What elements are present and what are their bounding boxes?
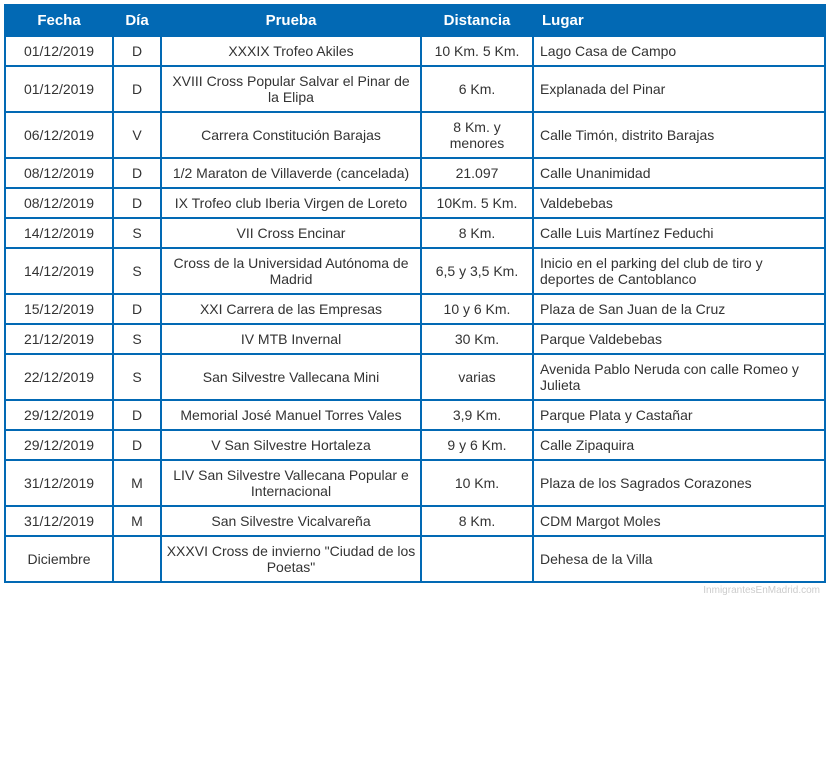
cell-distancia [421, 536, 533, 582]
table-body: 01/12/2019DXXXIX Trofeo Akiles10 Km. 5 K… [5, 36, 825, 582]
cell-dia: S [113, 354, 161, 400]
cell-dia: D [113, 158, 161, 188]
cell-fecha: 15/12/2019 [5, 294, 113, 324]
cell-dia: S [113, 324, 161, 354]
cell-dia: D [113, 294, 161, 324]
cell-prueba: IV MTB Invernal [161, 324, 421, 354]
cell-dia: S [113, 218, 161, 248]
cell-lugar: Explanada del Pinar [533, 66, 825, 112]
cell-distancia: 10 Km. 5 Km. [421, 36, 533, 66]
cell-fecha: 06/12/2019 [5, 112, 113, 158]
cell-lugar: Inicio en el parking del club de tiro y … [533, 248, 825, 294]
cell-prueba: LIV San Silvestre Vallecana Popular e In… [161, 460, 421, 506]
cell-dia: D [113, 430, 161, 460]
table-row: 01/12/2019DXXXIX Trofeo Akiles10 Km. 5 K… [5, 36, 825, 66]
cell-fecha: 01/12/2019 [5, 36, 113, 66]
cell-dia: M [113, 506, 161, 536]
cell-prueba: V San Silvestre Hortaleza [161, 430, 421, 460]
cell-distancia: 30 Km. [421, 324, 533, 354]
cell-distancia: 9 y 6 Km. [421, 430, 533, 460]
header-lugar: Lugar [533, 5, 825, 36]
table-row: 08/12/2019DIX Trofeo club Iberia Virgen … [5, 188, 825, 218]
table-row: 14/12/2019SCross de la Universidad Autón… [5, 248, 825, 294]
cell-distancia: 10Km. 5 Km. [421, 188, 533, 218]
table-row: 22/12/2019SSan Silvestre Vallecana Miniv… [5, 354, 825, 400]
cell-distancia: 6 Km. [421, 66, 533, 112]
cell-lugar: Calle Luis Martínez Feduchi [533, 218, 825, 248]
cell-fecha: 22/12/2019 [5, 354, 113, 400]
cell-prueba: IX Trofeo club Iberia Virgen de Loreto [161, 188, 421, 218]
cell-fecha: 14/12/2019 [5, 248, 113, 294]
cell-lugar: CDM Margot Moles [533, 506, 825, 536]
cell-fecha: 29/12/2019 [5, 400, 113, 430]
cell-prueba: 1/2 Maraton de Villaverde (cancelada) [161, 158, 421, 188]
cell-prueba: Memorial José Manuel Torres Vales [161, 400, 421, 430]
cell-lugar: Calle Unanimidad [533, 158, 825, 188]
cell-dia: D [113, 188, 161, 218]
cell-fecha: 29/12/2019 [5, 430, 113, 460]
cell-fecha: 08/12/2019 [5, 188, 113, 218]
table-row: 29/12/2019DV San Silvestre Hortaleza9 y … [5, 430, 825, 460]
cell-distancia: 21.097 [421, 158, 533, 188]
cell-dia: M [113, 460, 161, 506]
cell-dia: S [113, 248, 161, 294]
cell-dia: D [113, 66, 161, 112]
cell-distancia: 8 Km. y menores [421, 112, 533, 158]
cell-distancia: 8 Km. [421, 506, 533, 536]
cell-dia: D [113, 36, 161, 66]
cell-prueba: Cross de la Universidad Autónoma de Madr… [161, 248, 421, 294]
cell-fecha: 31/12/2019 [5, 506, 113, 536]
cell-fecha: Diciembre [5, 536, 113, 582]
cell-distancia: 10 y 6 Km. [421, 294, 533, 324]
cell-prueba: Carrera Constitución Barajas [161, 112, 421, 158]
table-row: 21/12/2019SIV MTB Invernal30 Km.Parque V… [5, 324, 825, 354]
header-dia: Día [113, 5, 161, 36]
cell-lugar: Lago Casa de Campo [533, 36, 825, 66]
cell-distancia: 3,9 Km. [421, 400, 533, 430]
header-row: Fecha Día Prueba Distancia Lugar [5, 5, 825, 36]
cell-distancia: 8 Km. [421, 218, 533, 248]
cell-fecha: 31/12/2019 [5, 460, 113, 506]
cell-lugar: Plaza de los Sagrados Corazones [533, 460, 825, 506]
cell-lugar: Avenida Pablo Neruda con calle Romeo y J… [533, 354, 825, 400]
cell-distancia: varias [421, 354, 533, 400]
cell-lugar: Valdebebas [533, 188, 825, 218]
cell-prueba: San Silvestre Vallecana Mini [161, 354, 421, 400]
cell-prueba: XVIII Cross Popular Salvar el Pinar de l… [161, 66, 421, 112]
cell-dia: V [113, 112, 161, 158]
header-fecha: Fecha [5, 5, 113, 36]
cell-fecha: 08/12/2019 [5, 158, 113, 188]
cell-prueba: XXXVI Cross de invierno "Ciudad de los P… [161, 536, 421, 582]
cell-lugar: Parque Valdebebas [533, 324, 825, 354]
table-row: 15/12/2019DXXI Carrera de las Empresas10… [5, 294, 825, 324]
table-row: 01/12/2019DXVIII Cross Popular Salvar el… [5, 66, 825, 112]
table-row: 14/12/2019SVII Cross Encinar8 Km.Calle L… [5, 218, 825, 248]
table-row: 31/12/2019MLIV San Silvestre Vallecana P… [5, 460, 825, 506]
races-table: Fecha Día Prueba Distancia Lugar 01/12/2… [4, 4, 826, 583]
cell-lugar: Plaza de San Juan de la Cruz [533, 294, 825, 324]
cell-dia: D [113, 400, 161, 430]
cell-lugar: Calle Zipaquira [533, 430, 825, 460]
cell-lugar: Calle Timón, distrito Barajas [533, 112, 825, 158]
header-distancia: Distancia [421, 5, 533, 36]
table-row: 06/12/2019VCarrera Constitución Barajas8… [5, 112, 825, 158]
cell-fecha: 21/12/2019 [5, 324, 113, 354]
cell-prueba: XXI Carrera de las Empresas [161, 294, 421, 324]
cell-prueba: XXXIX Trofeo Akiles [161, 36, 421, 66]
cell-lugar: Parque Plata y Castañar [533, 400, 825, 430]
table-row: 29/12/2019DMemorial José Manuel Torres V… [5, 400, 825, 430]
cell-prueba: VII Cross Encinar [161, 218, 421, 248]
cell-fecha: 14/12/2019 [5, 218, 113, 248]
watermark: InmigrantesEnMadrid.com [703, 585, 820, 596]
header-prueba: Prueba [161, 5, 421, 36]
cell-distancia: 6,5 y 3,5 Km. [421, 248, 533, 294]
table-row: 08/12/2019D1/2 Maraton de Villaverde (ca… [5, 158, 825, 188]
table-row: 31/12/2019MSan Silvestre Vicalvareña8 Km… [5, 506, 825, 536]
table-row: Diciembre XXXVI Cross de invierno "Ciudad… [5, 536, 825, 582]
cell-distancia: 10 Km. [421, 460, 533, 506]
cell-dia [113, 536, 161, 582]
cell-fecha: 01/12/2019 [5, 66, 113, 112]
cell-prueba: San Silvestre Vicalvareña [161, 506, 421, 536]
cell-lugar: Dehesa de la Villa [533, 536, 825, 582]
